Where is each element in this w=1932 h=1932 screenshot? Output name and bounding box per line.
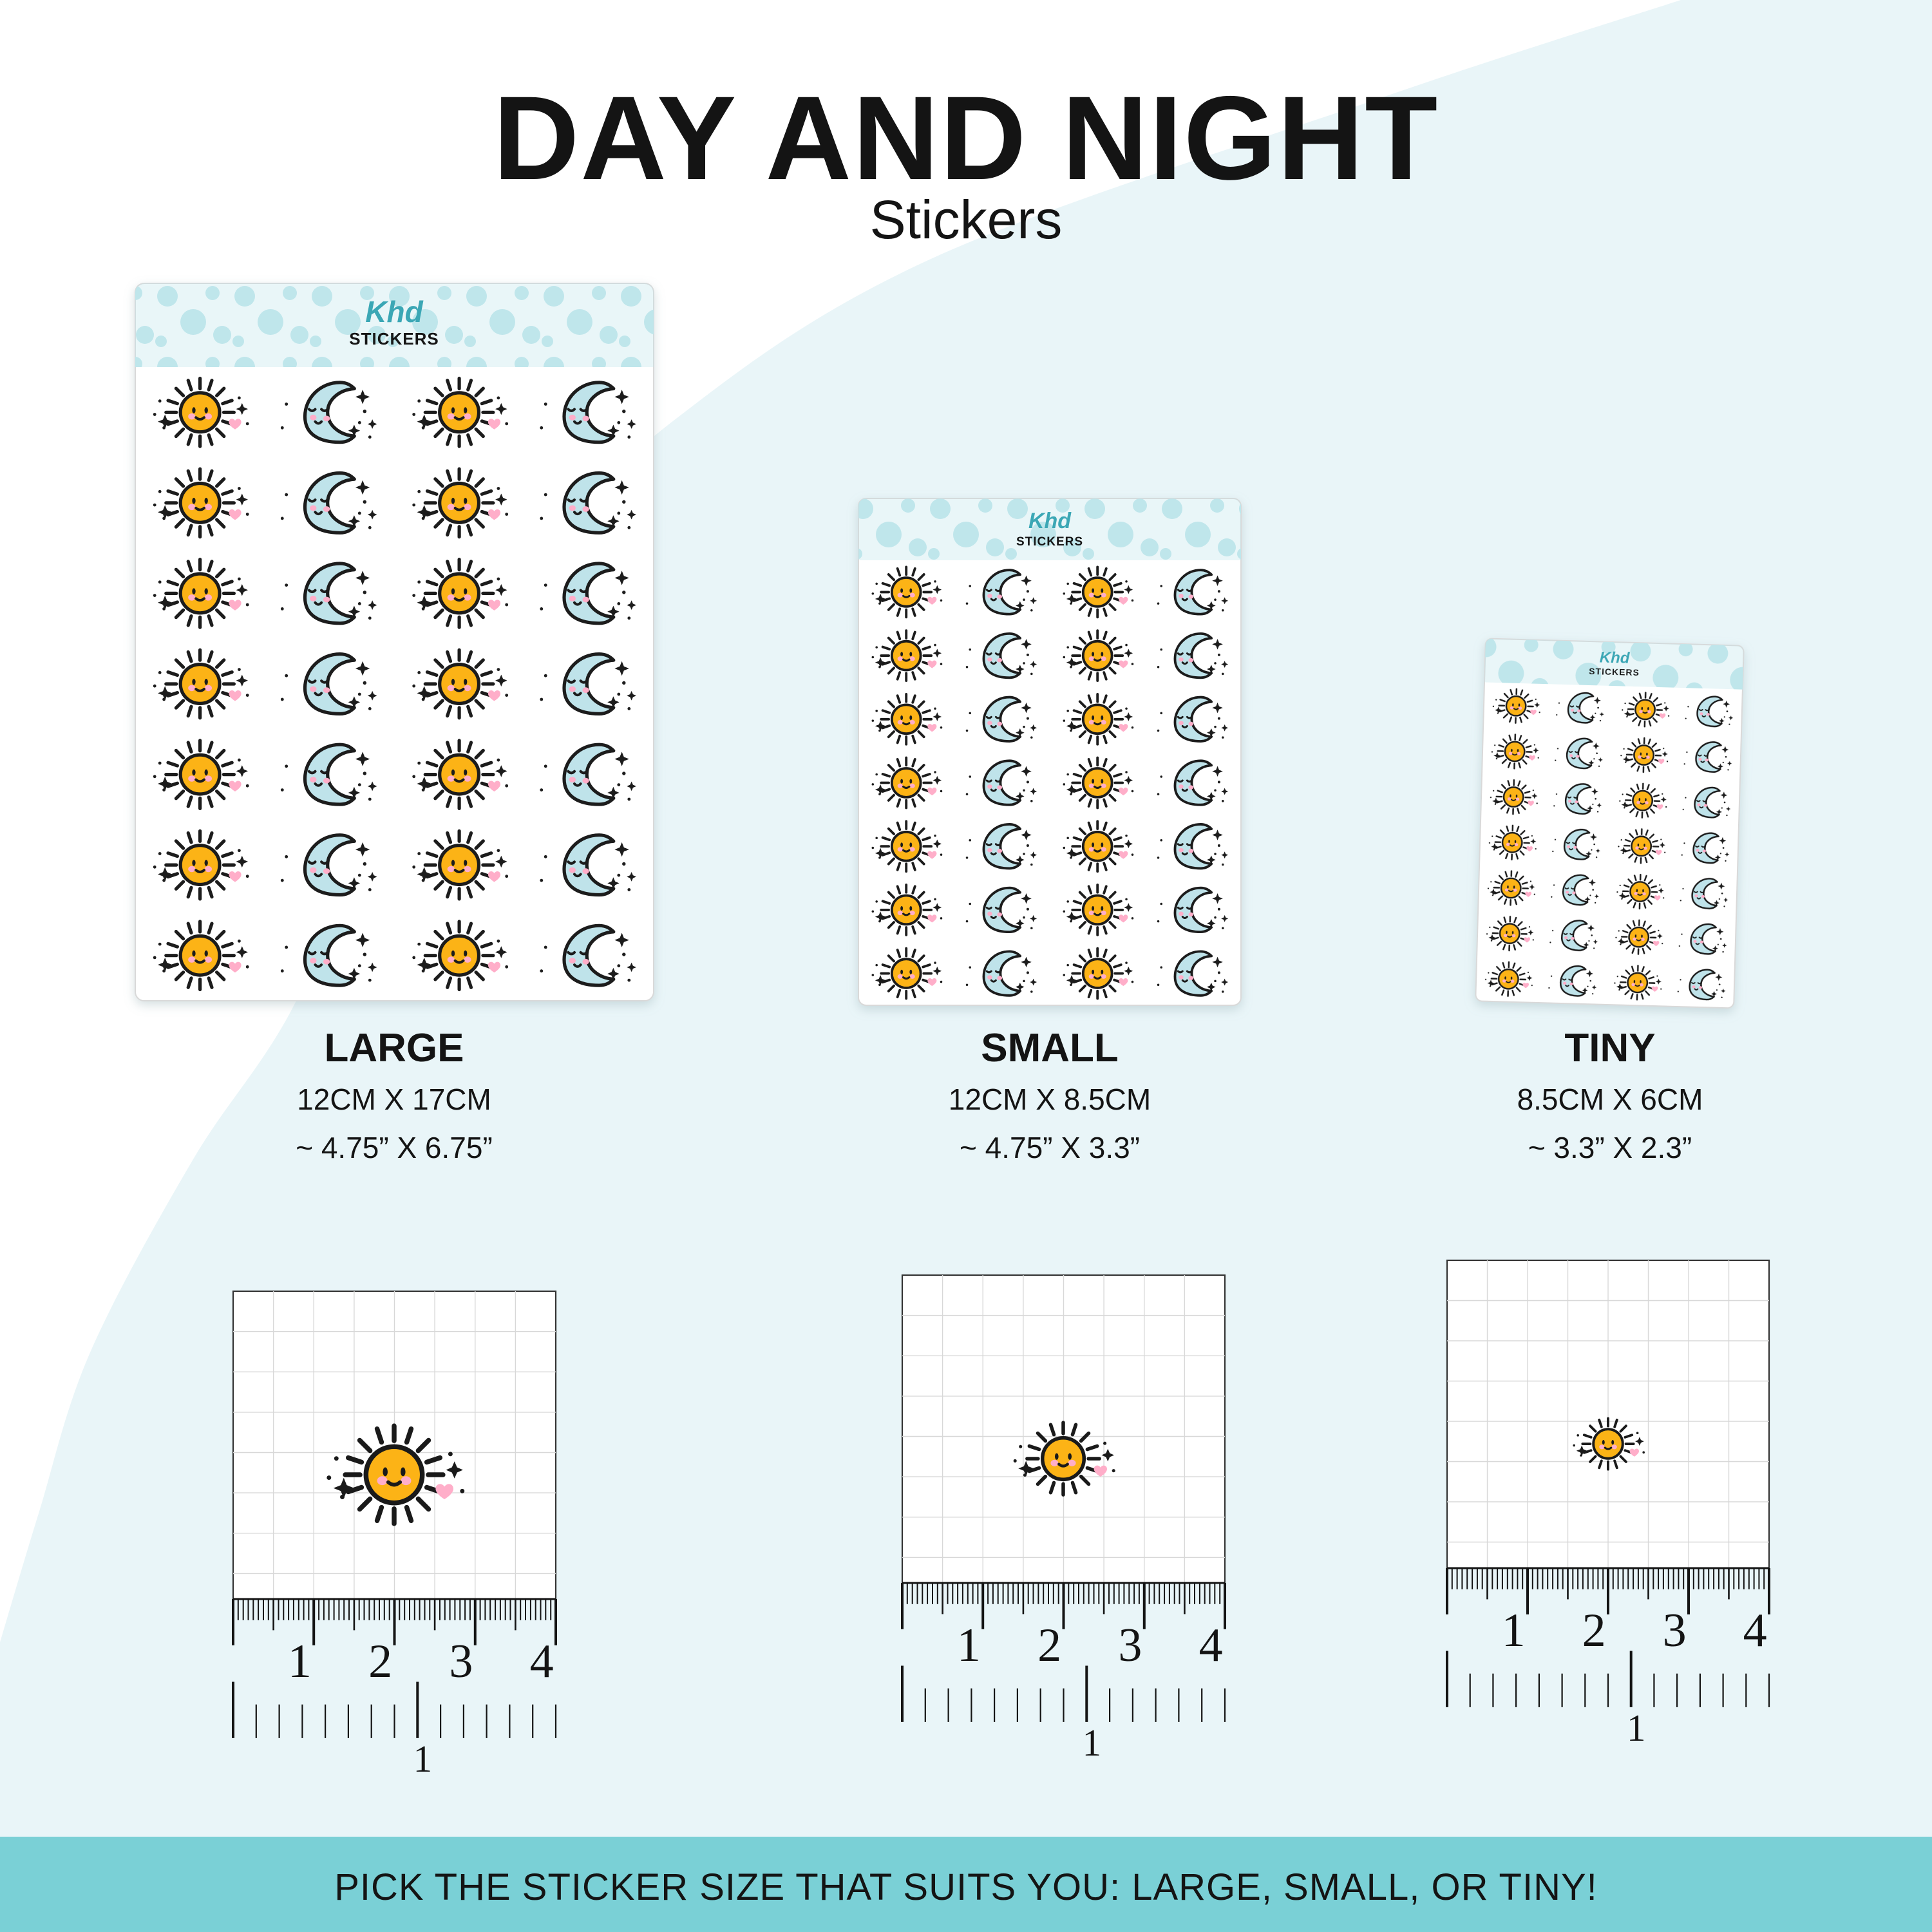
svg-text:2: 2	[368, 1635, 392, 1688]
svg-text:4: 4	[1743, 1604, 1767, 1657]
svg-text:DAY AND NIGHT: DAY AND NIGHT	[493, 72, 1439, 205]
svg-text:~ 3.3” X 2.3”: ~ 3.3” X 2.3”	[1528, 1131, 1692, 1164]
svg-text:STICKERS: STICKERS	[349, 329, 439, 348]
svg-text:Khd: Khd	[1028, 509, 1072, 533]
svg-text:12CM X 17CM: 12CM X 17CM	[297, 1083, 491, 1116]
svg-text:Stickers: Stickers	[870, 189, 1063, 250]
svg-text:3: 3	[1663, 1604, 1687, 1657]
svg-text:8.5CM X 6CM: 8.5CM X 6CM	[1517, 1083, 1703, 1116]
svg-text:STICKERS: STICKERS	[1589, 666, 1640, 677]
svg-text:1: 1	[413, 1738, 432, 1780]
svg-text:1: 1	[288, 1635, 312, 1688]
svg-text:4: 4	[530, 1635, 554, 1688]
svg-text:SMALL: SMALL	[981, 1026, 1119, 1070]
svg-text:Khd: Khd	[365, 295, 423, 328]
svg-text:PICK THE STICKER SIZE THAT SUI: PICK THE STICKER SIZE THAT SUITS YOU: LA…	[334, 1866, 1598, 1908]
svg-text:STICKERS: STICKERS	[1016, 535, 1083, 549]
svg-text:2: 2	[1582, 1604, 1606, 1657]
svg-text:3: 3	[1118, 1619, 1142, 1672]
svg-text:1: 1	[1083, 1722, 1101, 1764]
svg-text:~ 4.75” X 3.3”: ~ 4.75” X 3.3”	[960, 1131, 1140, 1164]
svg-text:~ 4.75” X 6.75”: ~ 4.75” X 6.75”	[296, 1131, 493, 1164]
svg-text:4: 4	[1199, 1619, 1223, 1672]
svg-text:TINY: TINY	[1564, 1026, 1655, 1070]
svg-text:1: 1	[1502, 1604, 1526, 1657]
svg-text:1: 1	[957, 1619, 981, 1672]
svg-text:Khd: Khd	[1599, 649, 1631, 667]
svg-text:3: 3	[449, 1635, 473, 1688]
svg-text:LARGE: LARGE	[325, 1026, 464, 1070]
svg-text:1: 1	[1627, 1707, 1645, 1749]
svg-text:12CM X 8.5CM: 12CM X 8.5CM	[949, 1083, 1151, 1116]
svg-text:2: 2	[1037, 1619, 1061, 1672]
